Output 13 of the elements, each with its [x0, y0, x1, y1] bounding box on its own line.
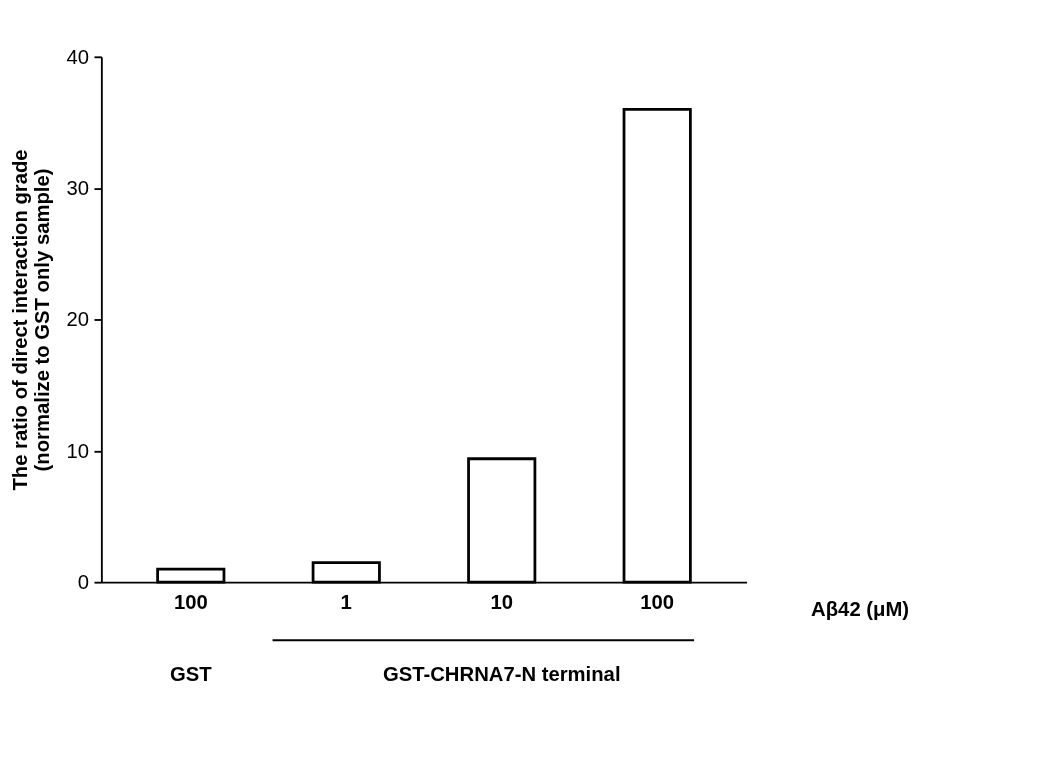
y-axis-title: The ratio of direct interaction grade (normalize to GST only sample): [8, 149, 53, 491]
x-tick-label: 1: [340, 591, 352, 614]
y-tick-label: 40: [66, 45, 89, 68]
text: GST-CHRNA7-N terminal: [382, 662, 621, 685]
text: GST: [169, 662, 213, 685]
y-tick-label: 20: [66, 308, 89, 331]
y-tick-label: 0: [77, 571, 89, 594]
text: Aβ42 (μM): [811, 598, 910, 621]
y-tick-label: 30: [66, 177, 89, 200]
y-tick-label: 10: [66, 439, 89, 462]
x-tick-label: 100: [640, 591, 675, 614]
x-tick-label: 10: [490, 591, 513, 614]
x-tick-label: 100: [173, 591, 208, 614]
